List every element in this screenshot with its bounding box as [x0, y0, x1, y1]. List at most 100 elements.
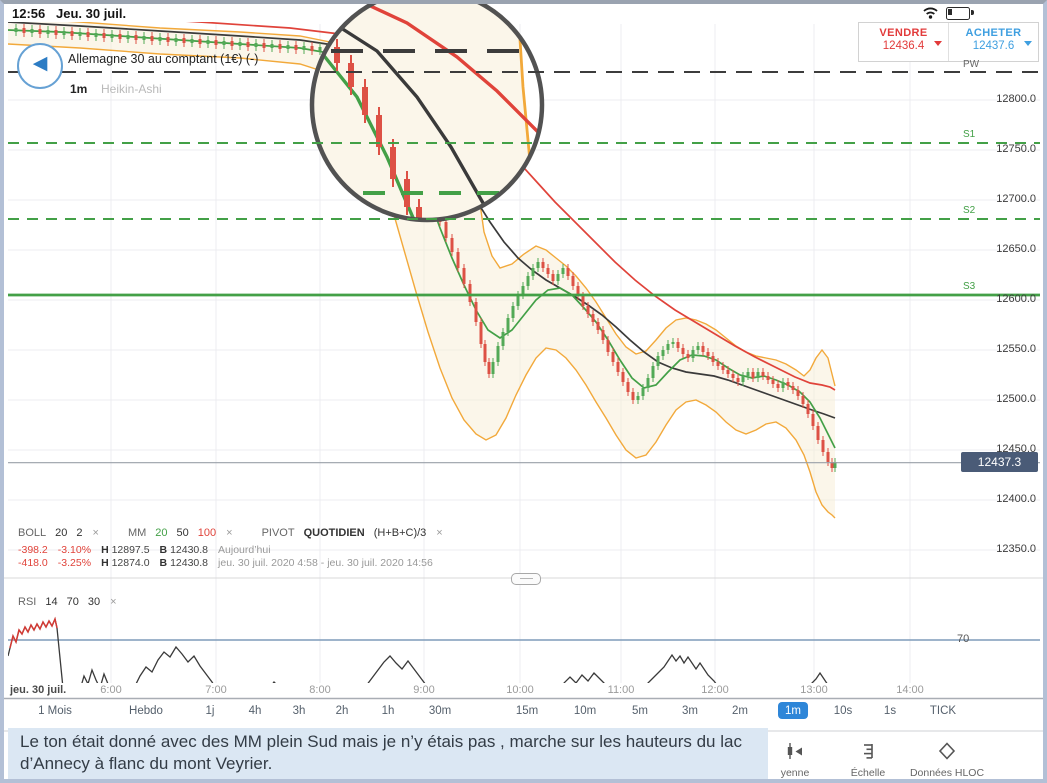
period-label: jeu. 30 juil. 2020 4:58 - jeu. 30 juil. … [218, 557, 433, 569]
boll-close-icon[interactable]: × [92, 527, 99, 539]
instrument-title: Allemagne 30 au comptant (1€) (-) [68, 52, 259, 66]
time-axis-hour: 10:00 [506, 684, 534, 696]
scale-icon [864, 744, 873, 759]
rsi-close-icon[interactable]: × [110, 596, 117, 608]
price-tick: 12750.0 [996, 143, 1036, 155]
toolbar-label: Données HLOC [909, 767, 985, 779]
pivot-lines [8, 71, 1040, 297]
timeframe-10s[interactable]: 10s [833, 705, 853, 717]
time-axis-hour: 9:00 [413, 684, 435, 696]
timeframe-10m[interactable]: 10m [573, 705, 597, 717]
high-value: 12897.5 [111, 544, 150, 556]
timeframe-1h[interactable]: 1h [381, 705, 395, 717]
boll-param1: 20 [55, 527, 68, 539]
pivot-close-icon[interactable]: × [436, 527, 443, 539]
change-value: -418.0 [18, 557, 48, 569]
timeframe-30m[interactable]: 30m [428, 705, 452, 717]
pivot-name: PIVOT [261, 527, 295, 539]
mm-param-50: 50 [176, 527, 189, 539]
toolbar-item-donnees-hloc[interactable]: Données HLOC [899, 741, 995, 779]
price-tick: 12400.0 [996, 493, 1036, 505]
back-arrow-icon: ◀ [32, 53, 48, 74]
timeframe-2h[interactable]: 2h [335, 705, 349, 717]
sell-price: 12436.4 [882, 40, 925, 52]
low-label: B [159, 544, 168, 556]
price-tick: 12650.0 [996, 243, 1036, 255]
buy-label: ACHETER [965, 27, 1022, 39]
pivot-mode: QUOTIDIEN [303, 527, 365, 539]
time-axis-hour: 7:00 [205, 684, 227, 696]
rsi-param2: 70 [66, 596, 79, 608]
buy-button[interactable]: ACHETER 12437.6 [949, 23, 1038, 61]
caption-overlay: Le ton était donné avec des MM plein Sud… [8, 728, 768, 780]
timeframe-3m[interactable]: 3m [682, 705, 698, 717]
boll-name: BOLL [18, 527, 47, 539]
rsi-legend: RSI 14 70 30 × [18, 596, 117, 608]
timeframe-3h[interactable]: 3h [292, 705, 306, 717]
toolbar-item-echelle[interactable]: Échelle [820, 741, 916, 779]
toolbar-item-moyenne[interactable]: yenne [747, 741, 843, 779]
timeframe-1s[interactable]: 1s [883, 705, 897, 717]
high-label: H [101, 544, 109, 556]
toolbar-label: Échelle [850, 767, 886, 779]
rsi-name: RSI [18, 596, 37, 608]
pivot-formula: (H+B+C)/3 [373, 527, 427, 539]
back-button[interactable]: ◀ [17, 43, 63, 89]
timeframe-hebdo[interactable]: Hebdo [129, 705, 163, 717]
sell-label: VENDRE [879, 27, 928, 39]
price-tick: 12800.0 [996, 93, 1036, 105]
mm-param-100: 100 [197, 527, 217, 539]
price-tick: 12500.0 [996, 393, 1036, 405]
pivot-s2-label: S2 [963, 205, 976, 216]
rsi-pane [8, 616, 828, 683]
low-value: 12430.8 [170, 544, 209, 556]
timeframe-2m[interactable]: 2m [732, 705, 748, 717]
toolbar-label: yenne [780, 767, 810, 779]
mm-close-icon[interactable]: × [226, 527, 233, 539]
pivot-s1-label: S1 [963, 129, 976, 140]
time-axis-hour: 11:00 [607, 684, 635, 696]
time-axis-hour: 6:00 [100, 684, 122, 696]
time-axis-day: jeu. 30 juil. [10, 684, 67, 696]
time-axis-hour: 8:00 [309, 684, 331, 696]
timeframe-tick[interactable]: TICK [929, 705, 957, 717]
interval-label[interactable]: 1m [70, 82, 88, 96]
trade-ticket: VENDRE 12436.4 ACHETER 12437.6 [858, 22, 1039, 62]
boll-param2: 2 [76, 527, 83, 539]
timeframe-1j[interactable]: 1j [205, 705, 215, 717]
pivot-pw-label: PW [963, 59, 980, 70]
mm-name: MM [127, 527, 147, 539]
sell-caret-icon [934, 41, 942, 46]
chart-style-label[interactable]: Heikin-Ashi [101, 82, 162, 96]
rsi-level-label: 70 [957, 633, 970, 645]
change-pct: -3.25% [57, 557, 92, 569]
buy-price: 12437.6 [972, 40, 1015, 52]
low-value: 12430.8 [170, 557, 209, 569]
buy-caret-icon [1024, 41, 1032, 46]
indicator-legend: BOLL 20 2 × MM 20 50 100 × PIVOT QUOTIDI… [18, 527, 443, 539]
time-axis-hour: 13:00 [800, 684, 828, 696]
rsi-param1: 14 [45, 596, 58, 608]
price-tick: 12550.0 [996, 343, 1036, 355]
status-date: Jeu. 30 juil. [56, 6, 127, 21]
timeframe-1-mois[interactable]: 1 Mois [38, 705, 72, 717]
battery-low-icon [946, 7, 974, 20]
change-value: -398.2 [18, 544, 48, 556]
timeframe-5m[interactable]: 5m [632, 705, 648, 717]
high-value: 12874.0 [111, 557, 150, 569]
change-pct: -3.10% [57, 544, 92, 556]
timeframe-1m[interactable]: 1m [778, 702, 808, 719]
time-axis-hour: 12:00 [701, 684, 729, 696]
price-tick: 12350.0 [996, 543, 1036, 555]
sell-button[interactable]: VENDRE 12436.4 [859, 23, 949, 61]
wifi-icon [923, 7, 938, 19]
timeframe-4h[interactable]: 4h [248, 705, 262, 717]
time-axis-hour: 14:00 [896, 684, 924, 696]
price-tick: 12600.0 [996, 293, 1036, 305]
pane-resize-handle[interactable] [511, 573, 541, 585]
timeframe-15m[interactable]: 15m [515, 705, 539, 717]
pivot-s3-label: S3 [963, 281, 976, 292]
